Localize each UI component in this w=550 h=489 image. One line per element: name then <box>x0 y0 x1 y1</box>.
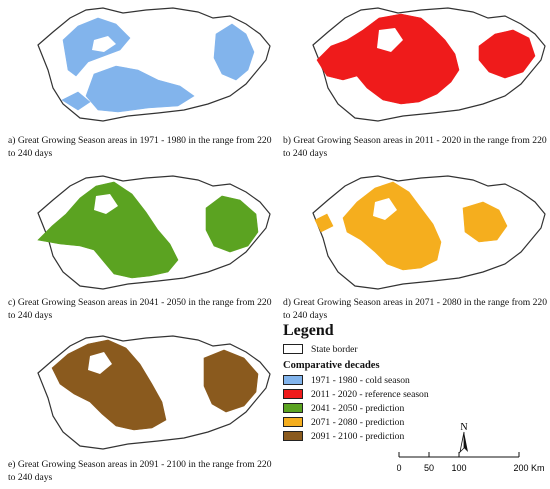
scale-tick-50: 50 <box>424 463 434 473</box>
scale-tick-0: 0 <box>397 463 402 473</box>
caption-b: b) Great Growing Season areas in 2011 - … <box>283 135 547 159</box>
north-label: N <box>460 422 467 433</box>
legend-section-title: Comparative decades <box>283 360 380 371</box>
map-e <box>37 335 271 450</box>
legend-row-0: 1971 - 1980 - cold season <box>283 373 543 387</box>
caption-a: a) Great Growing Season areas in 1971 - … <box>8 135 272 159</box>
legend-swatch-1 <box>283 389 303 399</box>
legend-title: Legend <box>283 322 334 339</box>
legend-swatch-0 <box>283 375 303 385</box>
legend-swatch-4 <box>283 431 303 441</box>
legend-label-1: 2011 - 2020 - reference season <box>311 388 429 400</box>
map-b <box>312 7 546 122</box>
map-a <box>37 7 271 122</box>
growing-season-area-b <box>316 13 460 105</box>
caption-c: c) Great Growing Season areas in 2041 - … <box>8 297 272 321</box>
growing-season-area-e <box>51 339 167 431</box>
caption-d: d) Great Growing Season areas in 2071 - … <box>283 297 548 321</box>
growing-season-area-d <box>462 201 508 243</box>
legend-row-border: State border <box>283 342 543 356</box>
growing-season-area-d <box>342 181 442 271</box>
growing-season-area-e <box>203 349 259 413</box>
state-border-swatch <box>283 344 303 354</box>
legend-row-2: 2041 - 2050 - prediction <box>283 401 543 415</box>
growing-season-area-b <box>478 29 536 79</box>
north-arrow-icon: N <box>459 422 468 454</box>
scale-tick-200: 200 Km <box>513 463 544 473</box>
growing-season-area-c <box>205 195 259 253</box>
legend-row-4: 2091 - 2100 - prediction <box>283 429 543 443</box>
legend-label-2: 2041 - 2050 - prediction <box>311 402 405 414</box>
map-c <box>37 175 271 290</box>
legend-row-3: 2071 - 2080 - prediction <box>283 415 543 429</box>
legend: Legend State border Comparative decades … <box>283 322 543 443</box>
legend-swatch-3 <box>283 417 303 427</box>
growing-season-area-a <box>213 23 255 81</box>
legend-row-1: 2011 - 2020 - reference season <box>283 387 543 401</box>
legend-label-3: 2071 - 2080 - prediction <box>311 416 405 428</box>
growing-season-area-c <box>37 181 179 279</box>
legend-border-label: State border <box>311 343 358 355</box>
growing-season-area-a <box>61 91 91 111</box>
scale-tick-100: 100 <box>451 463 466 473</box>
growing-season-area-d <box>314 213 334 233</box>
caption-e: e) Great Growing Season areas in 2091 - … <box>8 459 272 483</box>
legend-swatch-2 <box>283 403 303 413</box>
scale-bar-icon: 0 50 100 200 Km <box>397 452 545 473</box>
legend-label-4: 2091 - 2100 - prediction <box>311 430 405 442</box>
legend-label-0: 1971 - 1980 - cold season <box>311 374 410 386</box>
map-d <box>312 175 546 290</box>
